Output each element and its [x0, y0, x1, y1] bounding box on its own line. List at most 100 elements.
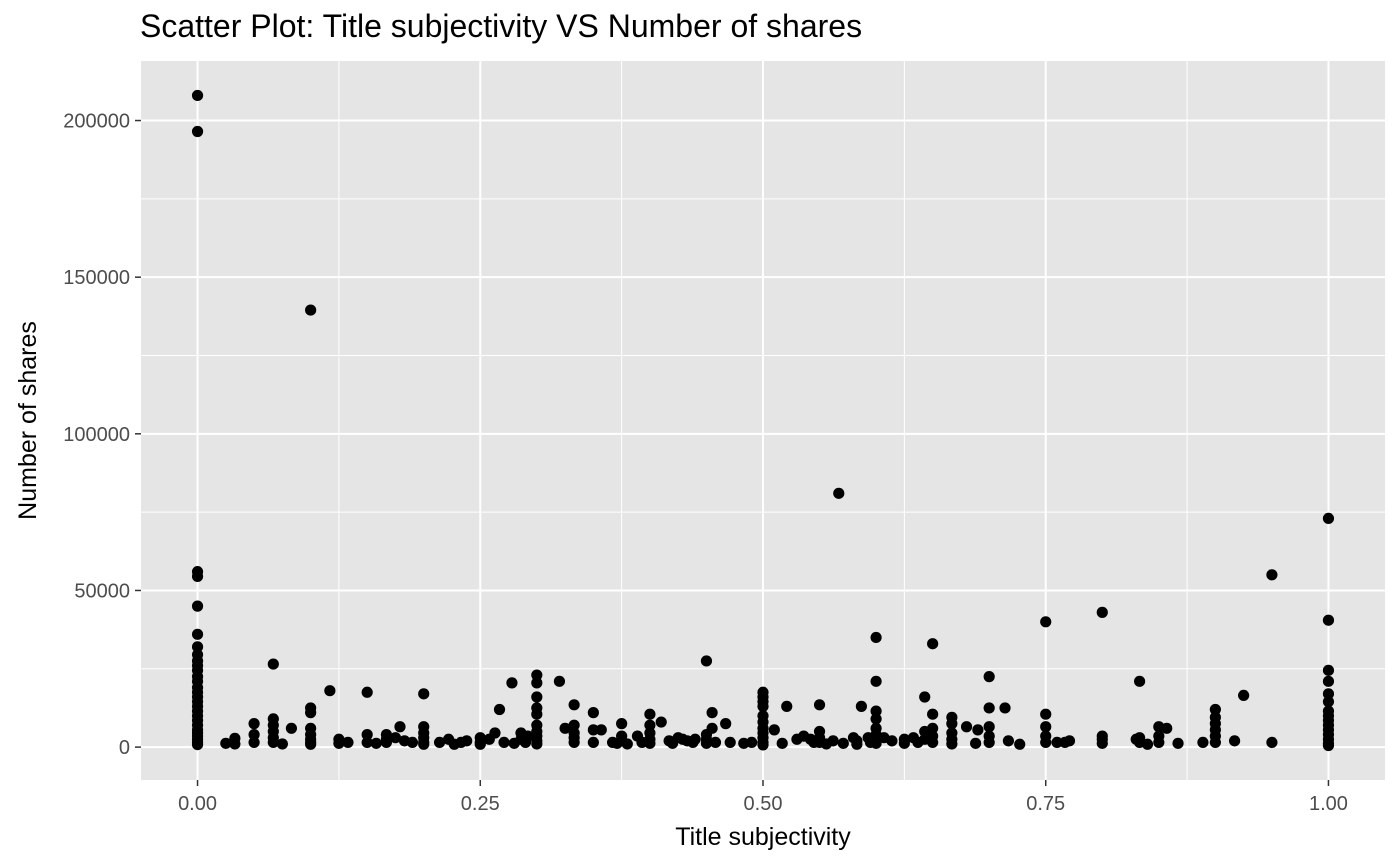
data-point	[776, 737, 788, 749]
data-point	[493, 703, 506, 716]
data-point	[1141, 738, 1154, 750]
data-point	[305, 304, 317, 316]
data-point	[1002, 735, 1015, 747]
data-point	[406, 736, 419, 749]
data-point	[870, 631, 882, 644]
data-point	[1322, 739, 1335, 752]
data-point	[972, 724, 984, 736]
data-point	[506, 677, 518, 689]
data-point	[1096, 737, 1108, 749]
data-point	[595, 724, 607, 736]
data-point	[1322, 664, 1335, 676]
data-point	[1040, 736, 1052, 749]
y-tick-label: 100000	[63, 424, 130, 446]
x-tick-label: 0.00	[178, 793, 217, 815]
data-point	[267, 736, 279, 749]
data-point	[191, 641, 204, 653]
data-point	[285, 722, 298, 734]
x-axis: 0.00 0.25 0.50 0.75 1.00	[178, 780, 1348, 815]
data-point	[342, 736, 354, 749]
data-point	[700, 655, 713, 667]
data-point	[970, 737, 982, 749]
data-point	[1172, 737, 1184, 749]
data-point	[531, 677, 543, 689]
data-point	[746, 736, 758, 749]
data-point	[333, 737, 345, 749]
data-point	[1209, 703, 1221, 716]
data-point	[870, 713, 882, 725]
data-point	[389, 732, 402, 744]
data-point	[531, 708, 543, 720]
data-point	[191, 628, 204, 640]
data-point	[1051, 736, 1063, 749]
data-point	[833, 487, 845, 499]
data-point	[191, 570, 204, 582]
data-point	[522, 730, 534, 742]
data-point	[919, 691, 931, 703]
data-point	[267, 658, 279, 670]
data-point	[568, 736, 580, 749]
data-point	[1153, 736, 1165, 749]
data-point	[1197, 736, 1209, 749]
data-point	[621, 738, 633, 750]
data-point	[1040, 616, 1052, 628]
data-point	[531, 738, 543, 750]
data-point	[191, 125, 204, 138]
data-point	[191, 600, 204, 612]
data-point	[851, 738, 863, 750]
data-point	[433, 736, 446, 749]
data-point	[361, 728, 373, 741]
data-point	[248, 718, 260, 730]
data-point	[870, 737, 882, 749]
data-point	[1266, 569, 1278, 581]
data-point	[1322, 614, 1335, 626]
x-tick-label: 0.50	[744, 793, 783, 815]
data-point	[757, 739, 769, 751]
data-point	[960, 721, 973, 733]
y-axis: 0 50000 100000 150000 200000	[63, 111, 141, 759]
data-point	[461, 735, 473, 747]
data-point	[276, 738, 288, 750]
data-point	[706, 722, 718, 734]
x-axis-title: Title subjectivity	[675, 823, 851, 851]
data-point	[587, 724, 599, 736]
data-point	[229, 738, 241, 750]
data-point	[927, 736, 939, 749]
data-point	[1209, 736, 1221, 749]
data-point	[827, 735, 839, 747]
data-point	[587, 707, 599, 719]
data-points	[191, 89, 1335, 752]
data-point	[220, 737, 232, 749]
data-point	[768, 724, 780, 736]
data-point	[781, 700, 793, 712]
y-axis-title: Number of shares	[14, 321, 42, 520]
data-point	[531, 691, 543, 703]
data-point	[898, 737, 910, 749]
data-point	[689, 733, 701, 745]
data-point	[361, 736, 373, 749]
data-point	[616, 718, 628, 730]
data-point	[1322, 696, 1335, 708]
data-point	[394, 721, 406, 733]
data-point	[983, 736, 995, 749]
x-tick-label: 1.00	[1309, 793, 1348, 815]
data-point	[999, 702, 1011, 714]
data-point	[813, 699, 826, 711]
data-point	[568, 719, 580, 731]
data-point	[927, 708, 939, 720]
data-point	[983, 702, 995, 714]
data-point	[324, 685, 336, 697]
data-point	[837, 737, 849, 749]
x-tick-label: 0.25	[461, 793, 500, 815]
data-point	[655, 716, 667, 728]
data-point	[1040, 708, 1052, 720]
data-point	[1322, 688, 1335, 700]
data-point	[474, 738, 486, 750]
x-tick-label: 0.75	[1026, 793, 1065, 815]
data-point	[248, 736, 260, 749]
data-point	[1040, 721, 1052, 733]
data-point	[709, 736, 722, 749]
y-tick-label: 200000	[63, 111, 130, 133]
data-point	[700, 737, 713, 749]
